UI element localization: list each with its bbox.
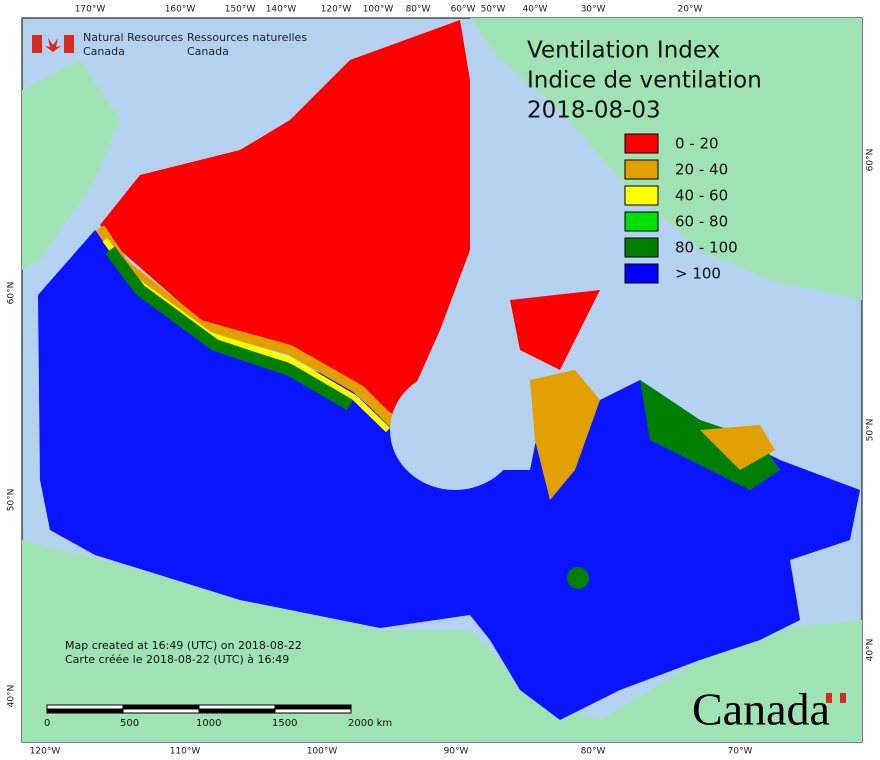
graticule-label: 60°W [451, 5, 476, 15]
graticule-label: 120°W [30, 747, 61, 757]
green-spot [567, 567, 589, 589]
graticule-label: 40°N [866, 639, 876, 662]
graticule-label: 80°W [581, 747, 606, 757]
graticule-label: 70°W [728, 747, 753, 757]
graticule-label: 60°N [7, 282, 17, 305]
scale-bar [46, 704, 352, 714]
map-date: 2018-08-03 [527, 98, 661, 124]
legend-swatch [624, 185, 659, 206]
graticule-label: 80°W [406, 5, 431, 15]
logo-bar [64, 35, 74, 53]
graticule-label: 50°W [481, 5, 506, 15]
scale-label: 1000 [196, 718, 221, 729]
graticule-label: 50°N [866, 419, 876, 442]
scale-label: 0 [44, 718, 50, 729]
legend-swatch [624, 237, 659, 258]
legend-label: 40 - 60 [675, 187, 728, 205]
graticule-label: 160°W [165, 5, 196, 15]
scale-segment [198, 708, 276, 714]
labrador-orange [700, 425, 775, 470]
usa [22, 540, 862, 742]
legend-swatch [624, 263, 659, 284]
wordmark-flag [840, 693, 846, 703]
wordmark: Canada [692, 684, 830, 735]
logo-bar [32, 35, 42, 53]
legend-swatch [624, 159, 659, 180]
ungava-orange [530, 370, 600, 500]
org-fr: Canada [187, 45, 229, 58]
legend-label: 60 - 80 [675, 213, 728, 231]
scale-segment [46, 704, 124, 710]
scale-segment [46, 708, 124, 714]
scale-segment [122, 704, 200, 710]
scale-segment [198, 704, 276, 710]
greenland [470, 18, 862, 300]
legend-label: 0 - 20 [675, 135, 719, 153]
map-title: Ventilation Index [527, 38, 720, 64]
org-en: Natural Resources [83, 31, 184, 44]
graticule-label: 150°W [225, 5, 256, 15]
scale-label: 500 [120, 718, 139, 729]
graticule-label: 60°N [866, 149, 876, 172]
scale-segment [274, 708, 352, 714]
alaska [22, 60, 120, 270]
graticule-label: 50°N [7, 489, 17, 512]
scale-label: 1500 [272, 718, 297, 729]
wordmark-flag [826, 693, 832, 703]
graticule-label: 90°W [444, 747, 469, 757]
scale-segment [122, 708, 200, 714]
logo-leaf [45, 38, 61, 52]
graticule-label: 110°W [170, 747, 201, 757]
scale-label: 2000 km [348, 718, 392, 729]
band-green [105, 246, 354, 411]
graticule-label: 100°W [307, 747, 338, 757]
credit: Map created at 16:49 (UTC) on 2018-08-22 [65, 639, 302, 652]
graticule-label: 100°W [363, 5, 394, 15]
graticule-label: 120°W [321, 5, 352, 15]
legend-label: 20 - 40 [675, 161, 728, 179]
legend-label: > 100 [675, 265, 721, 283]
graticule-label: 140°W [266, 5, 297, 15]
arctic-zone [100, 20, 470, 420]
hudson-bay [390, 370, 520, 490]
graticule-label: 20°W [678, 5, 703, 15]
legend-swatch [624, 133, 659, 154]
credit: Carte créée le 2018-08-22 (UTC) à 16:49 [65, 653, 289, 666]
map-title: Indice de ventilation [527, 68, 762, 94]
scale-segment [274, 704, 352, 710]
graticule-label: 30°W [581, 5, 606, 15]
baffin-south [510, 290, 600, 370]
legend-label: 80 - 100 [675, 239, 738, 257]
graticule-label: 40°W [523, 5, 548, 15]
org-fr: Ressources naturelles [187, 31, 307, 44]
graticule-label: 170°W [75, 5, 106, 15]
graticule-label: 40°N [7, 685, 17, 708]
org-en: Canada [83, 45, 125, 58]
legend-swatch [624, 211, 659, 232]
